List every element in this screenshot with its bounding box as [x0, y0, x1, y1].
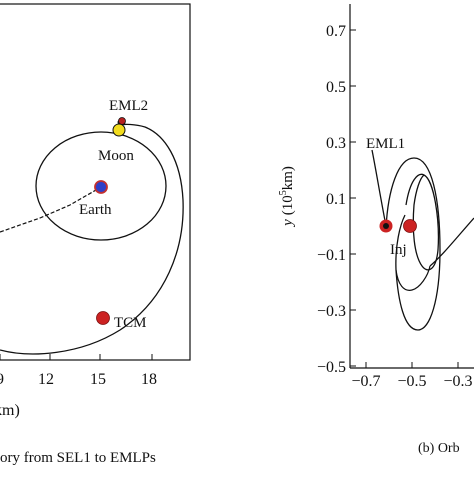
- halo-orbit-inner: [405, 173, 440, 271]
- panel-b-ylabel: y(105km): [278, 166, 296, 228]
- panel-a-x-tick-label-15: 15: [90, 371, 106, 388]
- panel-b-y-tick-label-0.5: 0.5: [326, 79, 346, 96]
- tcm-marker: [96, 311, 110, 325]
- inj-label: Inj: [390, 242, 407, 258]
- transfer-trajectory: [0, 123, 184, 355]
- panel-a-x-ticks: [0, 354, 153, 360]
- tcm-label: TCM: [114, 315, 147, 331]
- inj-marker: [403, 219, 417, 233]
- panel-b-y-tick-label-0.1: 0.1: [326, 191, 346, 208]
- panel-b-y-tick-label-n0.3: −0.3: [317, 303, 346, 320]
- eml1-marker: [383, 223, 389, 229]
- eml2-marker: [118, 117, 126, 125]
- panel-a-frame: [0, 3, 191, 361]
- panel-b-caption: (b) Orb: [418, 441, 460, 456]
- halo-orbit-outer: [385, 157, 441, 331]
- panel-a-x-tick-label-12: 12: [38, 371, 54, 388]
- panel-b: 0.7 0.5 0.3 0.1 −0.1 −0.3 −0.5 −0.7 −0.5…: [278, 4, 474, 456]
- moon-label: Moon: [98, 148, 134, 164]
- panel-b-x-ticks: [365, 362, 459, 368]
- eml1-label: EML1: [366, 136, 405, 152]
- panel-b-y-tick-label-0.3: 0.3: [326, 135, 346, 152]
- eml1-departure-branch: [371, 149, 387, 227]
- moon-marker: [112, 123, 126, 137]
- panel-a-caption: ory from SEL1 to EMLPs: [0, 450, 156, 466]
- panel-b-y-tick-label-n0.1: −0.1: [317, 247, 346, 264]
- panel-a: 9 12 15 18 km) ory from SEL1 to EMLPs EM…: [0, 3, 191, 466]
- panel-b-x-tick-label-n0.7: −0.7: [351, 373, 380, 390]
- panel-b-y-tick-label-0.7: 0.7: [326, 23, 346, 40]
- panel-a-xlabel: km): [0, 402, 20, 419]
- earth-marker: [94, 180, 108, 194]
- eml2-label: EML2: [109, 98, 148, 114]
- earth-departure-line: [0, 189, 97, 233]
- exit-branch: [429, 217, 474, 267]
- panel-a-x-tick-label-9: 9: [0, 371, 4, 388]
- inner-to-bottom-link: [395, 265, 431, 291]
- earth-label: Earth: [79, 202, 112, 218]
- panel-a-x-tick-label-18: 18: [141, 371, 157, 388]
- moon-orbit: [35, 131, 167, 241]
- panel-b-x-tick-label-n0.5: −0.5: [397, 373, 426, 390]
- panel-b-y-ticks: [350, 29, 356, 367]
- panel-b-x-tick-label-n0.3: −0.3: [443, 373, 472, 390]
- panel-b-y-tick-label-n0.5: −0.5: [317, 359, 346, 376]
